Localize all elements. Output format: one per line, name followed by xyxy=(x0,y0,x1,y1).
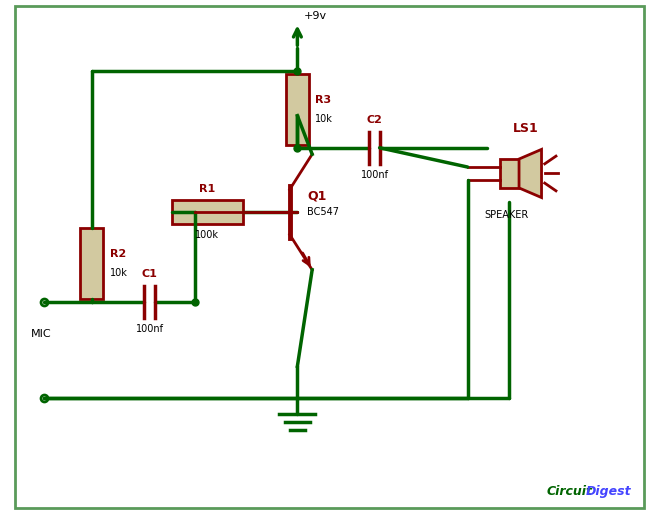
Bar xyxy=(500,159,519,188)
Text: Q1: Q1 xyxy=(307,189,326,202)
Text: C2: C2 xyxy=(366,115,382,125)
Text: 100nf: 100nf xyxy=(360,170,388,180)
Text: C1: C1 xyxy=(142,269,158,280)
Bar xyxy=(172,200,243,224)
Text: 100nf: 100nf xyxy=(136,324,163,335)
Text: MIC: MIC xyxy=(31,329,51,339)
Bar xyxy=(286,74,309,144)
Text: Circuit: Circuit xyxy=(547,485,593,498)
Text: SPEAKER: SPEAKER xyxy=(484,210,529,221)
Polygon shape xyxy=(519,150,542,197)
Bar xyxy=(80,228,103,299)
Text: Digest: Digest xyxy=(586,485,631,498)
Text: 10k: 10k xyxy=(110,268,128,278)
Text: R3: R3 xyxy=(316,95,331,104)
Text: R1: R1 xyxy=(199,184,215,194)
Text: LS1: LS1 xyxy=(513,122,538,135)
Text: BC547: BC547 xyxy=(307,207,339,217)
Text: R2: R2 xyxy=(110,249,126,259)
Text: 100k: 100k xyxy=(196,230,219,240)
Text: 10k: 10k xyxy=(316,114,333,124)
Text: +9v: +9v xyxy=(304,11,327,21)
